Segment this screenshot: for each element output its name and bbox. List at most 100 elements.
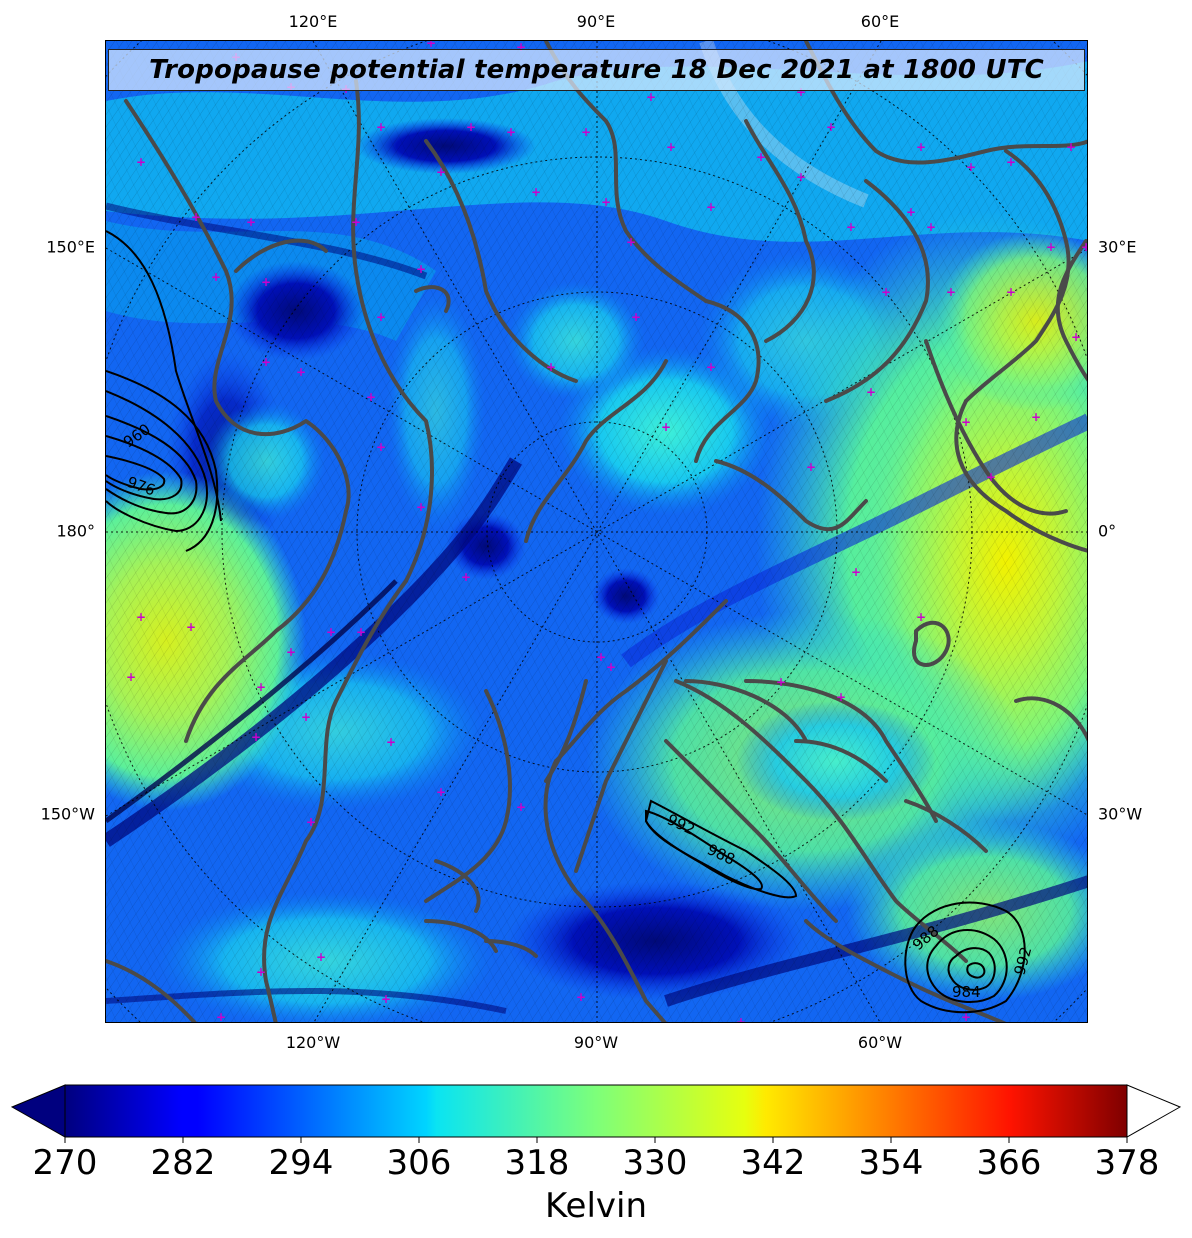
svg-text:+: + [866,385,876,399]
svg-text:+: + [416,500,426,514]
svg-text:+: + [601,195,611,209]
lon-label-left: 150°W [40,804,95,824]
svg-text:+: + [366,390,376,404]
colorbar [10,1084,1182,1143]
colorbar-tick-label: 342 [740,1143,806,1183]
svg-text:+: + [316,950,326,964]
svg-text:+: + [606,660,616,674]
svg-text:+: + [506,125,516,139]
svg-text:+: + [546,360,556,374]
svg-text:+: + [576,990,586,1004]
svg-text:+: + [1006,155,1016,169]
svg-text:+: + [806,460,816,474]
colorbar-tick-label: 354 [858,1143,924,1183]
svg-text:+: + [251,730,261,744]
colorbar-extend-high [1126,1084,1182,1138]
map-panel: + + + + + + + + + + + + + + + + + + + + + + + + + + + + + + + + … [105,40,1088,1023]
colorbar-tick-label: 294 [268,1143,334,1183]
svg-text:+: + [631,310,641,324]
lon-label-bottom: 60°W [857,1033,903,1052]
lon-label-right: 0° [1098,521,1117,541]
svg-text:+: + [436,785,446,799]
svg-text:+: + [626,235,636,249]
svg-text:+: + [926,220,936,234]
colorbar-gradient [64,1084,1128,1138]
svg-text:+: + [1046,240,1056,254]
svg-text:+: + [376,440,386,454]
svg-text:+: + [646,90,656,104]
svg-text:+: + [301,710,311,724]
svg-text:+: + [261,355,271,369]
svg-text:+: + [436,165,446,179]
svg-text:+: + [136,610,146,624]
svg-text:+: + [706,360,716,374]
lon-label-right: 30°E [1098,237,1137,257]
svg-text:+: + [216,1010,226,1023]
svg-text:+: + [256,965,266,979]
svg-text:+: + [846,220,856,234]
svg-text:+: + [356,625,366,639]
colorbar-tick-label: 270 [32,1143,98,1183]
svg-text:+: + [916,140,926,154]
svg-text:+: + [136,155,146,169]
svg-text:+: + [466,120,476,134]
svg-text:+: + [961,1010,971,1023]
svg-text:+: + [296,365,306,379]
svg-text:+: + [916,610,926,624]
svg-text:+: + [186,620,196,634]
map-title: Tropopause potential temperature 18 Dec … [149,55,1044,85]
svg-text:+: + [211,270,221,284]
tropopause-map: + + ++ + ++ + + +++ + +++ + + ++ + + ++ + +++ ++++ … [106,41,1088,1023]
svg-text:+: + [376,120,386,134]
lon-label-bottom: 120°W [285,1033,341,1052]
svg-text:+: + [736,1015,746,1023]
colorbar-tick-label: 318 [504,1143,570,1183]
lon-label-bottom: 90°W [573,1033,619,1052]
svg-text:+: + [666,140,676,154]
svg-text:+: + [776,675,786,689]
lon-label-left: 180° [56,521,95,541]
lon-label-left: 150°E [46,237,95,257]
svg-text:+: + [351,215,361,229]
colorbar-extend-low [10,1084,66,1138]
map-title-box: Tropopause potential temperature 18 Dec … [108,49,1085,91]
colorbar-tick-label: 330 [622,1143,688,1183]
svg-text:+: + [531,185,541,199]
svg-text:+: + [966,160,976,174]
colorbar-tick-label: 378 [1094,1143,1160,1183]
colorbar-tick-label: 306 [386,1143,452,1183]
svg-text:+: + [326,625,336,639]
svg-text:+: + [386,735,396,749]
svg-text:+: + [1081,240,1088,254]
svg-text:+: + [836,690,846,704]
svg-text:+: + [126,670,136,684]
svg-text:+: + [881,285,891,299]
svg-text:+: + [796,85,806,99]
coastlines [106,41,1087,1022]
station-markers: + + ++ + ++ + + +++ + +++ + + ++ + + ++ + +++ ++++ … [126,41,1088,1023]
svg-text:+: + [306,815,316,829]
svg-text:+: + [1031,410,1041,424]
svg-text:+: + [581,125,591,139]
lon-label-right: 30°W [1098,804,1143,824]
svg-text:+: + [596,650,606,664]
svg-text:+: + [461,570,471,584]
svg-text:+: + [906,205,916,219]
svg-text:+: + [261,275,271,289]
svg-text:+: + [286,645,296,659]
svg-text:+: + [1066,140,1076,154]
svg-text:+: + [1006,285,1016,299]
svg-text:+: + [756,150,766,164]
svg-text:+: + [256,680,266,694]
svg-text:+: + [381,992,391,1006]
svg-text:+: + [516,41,526,54]
colorbar-tick-label: 366 [976,1143,1042,1183]
colorbar-tick-label: 282 [150,1143,216,1183]
svg-text:+: + [986,470,996,484]
svg-text:+: + [961,415,971,429]
svg-text:+: + [416,262,426,276]
lon-label-top: 90°E [576,12,616,31]
svg-text:+: + [516,800,526,814]
svg-text:+: + [851,565,861,579]
svg-text:+: + [306,815,316,829]
